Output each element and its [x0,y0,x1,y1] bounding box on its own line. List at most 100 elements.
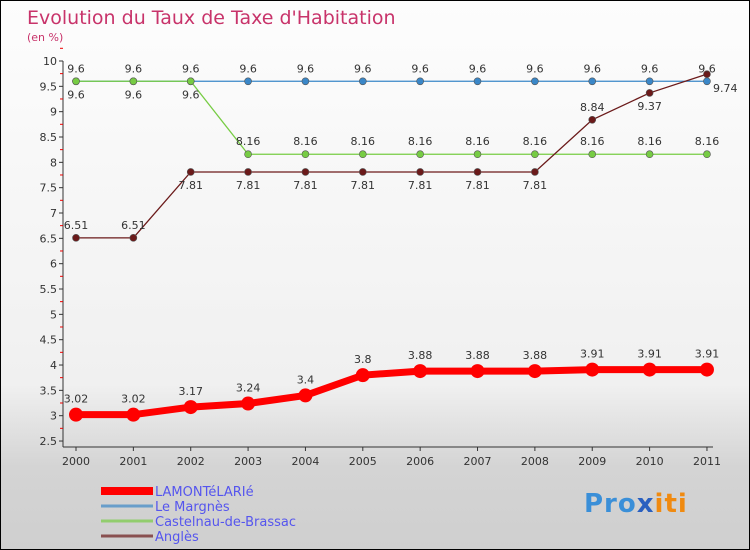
data-point [183,400,198,415]
data-label: 9.6 [125,88,143,101]
x-tick-label: 2001 [119,455,147,468]
data-label: 3.02 [121,393,146,406]
legend-label: Castelnau-de-Brassac [155,515,296,530]
data-label: 9.6 [583,62,601,75]
data-label: 9.6 [67,62,85,75]
data-point [588,77,597,86]
data-point [588,150,597,159]
y-tick-label: 6.5 [40,232,58,245]
data-label: 9.6 [469,62,487,75]
data-label: 7.81 [465,179,490,192]
data-point [129,77,138,86]
y-tick-label: 8.5 [40,131,58,144]
logo-part: Pro [584,489,637,519]
y-tick-label: 7 [50,207,57,220]
y-tick-label: 9.5 [40,80,58,93]
data-label: 3.88 [408,349,433,362]
data-label: 9.6 [125,62,143,75]
data-label: 3.02 [64,393,89,406]
data-point [531,77,539,86]
y-tick-label: 2.5 [40,435,58,448]
data-point [186,77,195,86]
data-label: 3.91 [637,348,662,361]
data-label: 3.88 [465,349,490,362]
y-tick-label: 8 [50,156,57,169]
data-label: 7.81 [523,179,548,192]
data-point [416,168,424,176]
x-tick-label: 2010 [636,455,664,468]
legend-swatch [101,504,153,508]
data-point [470,364,485,379]
data-label: 8.16 [408,135,433,148]
y-tick-label: 5 [50,308,57,321]
data-point [585,362,600,377]
data-point [645,150,654,159]
data-point [186,168,195,176]
data-label: 8.16 [236,135,261,148]
data-label: 8.16 [695,135,720,148]
data-point [645,89,654,97]
data-label: 9.6 [239,62,257,75]
data-point [244,168,252,176]
data-point [69,407,83,422]
legend-label: Anglès [155,530,199,545]
data-point [531,150,539,159]
logo-part: iti [654,489,688,519]
data-point [527,364,542,379]
data-label: 3.8 [354,353,372,366]
data-label: 9.6 [182,88,200,101]
legend-label: Le Margnès [155,500,230,515]
data-point [645,77,654,86]
x-tick-label: 2005 [349,455,377,468]
data-point [126,407,141,422]
data-point [72,77,80,86]
data-point [642,362,657,377]
x-tick-label: 2003 [234,455,262,468]
data-label: 9.6 [354,62,372,75]
y-tick-label: 3 [50,410,57,423]
legend-label: LAMONTéLARIé [155,485,254,500]
data-point [244,150,252,159]
data-point [358,77,367,86]
data-point [473,77,482,86]
data-label: 6.51 [121,219,146,232]
y-tick-label: 3.5 [40,384,58,397]
data-point [588,115,597,124]
y-tick-label: 5.5 [40,283,58,296]
y-tick-label: 4.5 [40,334,58,347]
data-point [72,234,80,242]
data-point [703,150,711,159]
chart-title: Evolution du Taux de Taxe d'Habitation [27,7,396,29]
logo-part: x [636,489,655,519]
legend-swatch [101,519,153,523]
x-tick-label: 2002 [177,455,205,468]
data-label: 3.17 [178,385,203,398]
data-point [703,70,711,78]
data-label: 3.91 [695,348,720,361]
data-label: 7.81 [408,179,433,192]
data-point [531,168,539,176]
data-label: 8.16 [637,135,662,148]
data-point [241,396,256,411]
data-point [301,150,310,159]
data-label: 3.88 [523,349,548,362]
data-point [473,150,482,159]
data-label: 9.6 [641,62,659,75]
data-label: 6.51 [64,219,89,232]
x-tick-label: 2007 [464,455,492,468]
data-label: 7.81 [293,179,318,192]
data-point [416,77,424,86]
data-label: 8.16 [293,135,318,148]
y-tick-label: 7.5 [40,182,58,195]
data-point [703,77,711,86]
data-point [473,168,482,176]
data-label: 8.16 [580,135,605,148]
legend-swatch [101,534,153,538]
x-tick-label: 2008 [521,455,549,468]
data-label: 9.37 [637,100,662,113]
data-label: 9.6 [526,62,544,75]
data-label: 8.16 [351,135,376,148]
data-point [298,388,313,403]
proxiti-logo: Proxiti [584,489,688,519]
